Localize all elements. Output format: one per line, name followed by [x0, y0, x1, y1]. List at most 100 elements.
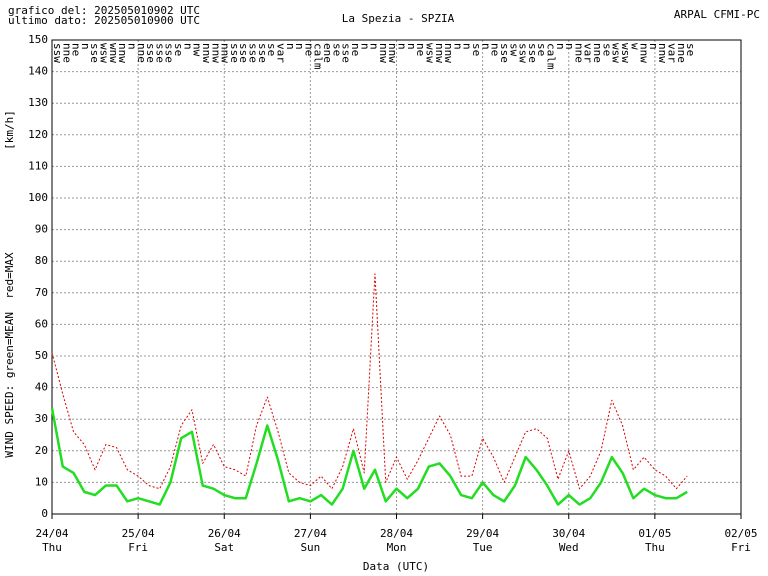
wind-direction: sse	[88, 43, 101, 63]
wind-direction: n	[293, 43, 306, 50]
x-tick-label: 27/04	[294, 527, 327, 540]
y-tick-label: 150	[28, 33, 48, 46]
wind-direction: sse	[237, 43, 250, 63]
y-tick-label: 40	[35, 381, 48, 394]
y-tick-label: 90	[35, 223, 48, 236]
wind-direction: wsw	[98, 43, 111, 63]
wind-direction: calm	[545, 43, 558, 70]
wind-direction: nne	[675, 43, 688, 63]
x-tick-weekday: Sun	[300, 541, 320, 554]
wind-direction: sw	[507, 43, 520, 57]
wind-direction: se	[600, 43, 613, 56]
y-tick-label: 60	[35, 317, 48, 330]
wind-direction: ne	[70, 43, 83, 56]
wind-direction: nne	[135, 43, 148, 63]
wind-direction: sse	[153, 43, 166, 63]
wind-direction: nnw	[442, 43, 455, 63]
y-tick-label: 20	[35, 444, 48, 457]
x-tick-label: 25/04	[122, 527, 155, 540]
x-tick-weekday: Thu	[645, 541, 665, 554]
wind-direction: n	[181, 43, 194, 50]
wind-direction: n	[396, 43, 409, 50]
y-tick-label: 30	[35, 412, 48, 425]
x-tick-weekday: Fri	[128, 541, 148, 554]
wind-direction: se	[535, 43, 548, 56]
x-axis-label: Data (UTC)	[363, 560, 429, 573]
wind-direction: nnw	[209, 43, 222, 63]
y-tick-label: 50	[35, 349, 48, 362]
y-tick-label: 0	[41, 507, 48, 520]
wind-direction: ne	[349, 43, 362, 56]
x-tick-weekday: Wed	[559, 541, 579, 554]
y-tick-label: 80	[35, 254, 48, 267]
wind-direction: nnw	[638, 43, 651, 63]
wind-direction: n	[125, 43, 138, 50]
y-tick-label: 140	[28, 65, 48, 78]
chart-title: La Spezia - SPZIA	[342, 12, 455, 25]
x-tick-weekday: Fri	[731, 541, 751, 554]
series-line	[50, 407, 688, 506]
info-line: grafico del: 202505010902 UTC	[8, 4, 200, 17]
wind-direction: calm	[312, 43, 325, 70]
wind-direction: sse	[144, 43, 157, 63]
y-tick-label: 120	[28, 128, 48, 141]
series-line	[51, 273, 688, 490]
y-tick-label: 100	[28, 191, 48, 204]
x-tick-weekday: Thu	[42, 541, 62, 554]
wind-direction: ne	[489, 43, 502, 56]
x-tick-weekday: Tue	[473, 541, 493, 554]
y-tick-label: 70	[35, 286, 48, 299]
x-tick-label: 24/04	[35, 527, 68, 540]
wind-direction: nw	[191, 43, 204, 57]
wind-direction: sse	[256, 43, 269, 63]
y-tick-label: 10	[35, 475, 48, 488]
wind-direction: wsw	[423, 43, 436, 63]
wind-direction: var	[582, 43, 595, 63]
wind-direction: se	[684, 43, 697, 56]
wind-direction: n	[647, 43, 660, 50]
y-tick-label: 130	[28, 96, 48, 109]
x-tick-weekday: Sat	[214, 541, 234, 554]
wind-direction: wnw	[107, 43, 120, 63]
wind-direction: wsw	[619, 43, 632, 63]
wind-direction: se	[172, 43, 185, 56]
wind-direction: nnw	[200, 43, 213, 63]
wind-direction: n	[368, 43, 381, 50]
wind-direction: sse	[163, 43, 176, 63]
wind-direction: n	[479, 43, 492, 50]
wind-direction: nnw	[433, 43, 446, 63]
wind-direction: n	[358, 43, 371, 50]
wind-direction: se	[470, 43, 483, 56]
y-axis-note: WIND SPEED: green=MEAN red=MAX	[3, 252, 16, 458]
wind-direction: nnw	[386, 43, 399, 63]
wind-direction: n	[451, 43, 464, 50]
wind-direction: nne	[591, 43, 604, 63]
wind-direction: se	[265, 43, 278, 56]
wind-direction: nnw	[377, 43, 390, 63]
wind-direction: var	[274, 43, 287, 63]
wind-direction: n	[284, 43, 297, 50]
x-tick-label: 01/05	[638, 527, 671, 540]
wind-direction: nne	[60, 43, 73, 63]
wind-direction: sse	[498, 43, 511, 63]
wind-direction: n	[461, 43, 474, 50]
source: ARPAL CFMI-PC	[674, 8, 760, 21]
wind-direction: sse	[247, 43, 260, 63]
wind-direction: ne	[302, 43, 315, 56]
wind-direction: ssw	[51, 43, 64, 63]
x-tick-label: 02/05	[724, 527, 757, 540]
wind-direction: wsw	[610, 43, 623, 63]
x-tick-label: 26/04	[208, 527, 241, 540]
wind-direction: nnw	[116, 43, 129, 63]
x-tick-label: 28/04	[380, 527, 413, 540]
y-tick-label: 110	[28, 159, 48, 172]
wind-direction: sse	[340, 43, 353, 63]
x-tick-label: 29/04	[466, 527, 499, 540]
wind-direction: sse	[228, 43, 241, 63]
wind-direction: se	[330, 43, 343, 56]
wind-direction: nnw	[219, 43, 232, 63]
x-tick-weekday: Mon	[387, 541, 407, 554]
wind-direction: ne	[414, 43, 427, 56]
